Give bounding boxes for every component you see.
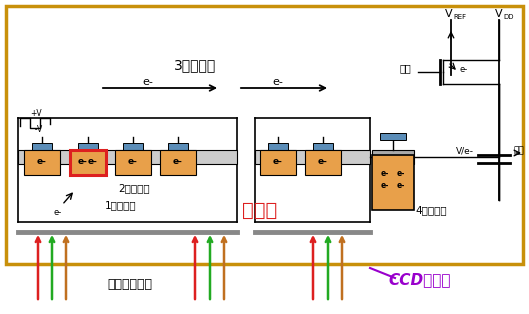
Bar <box>255 150 370 164</box>
Text: e-: e- <box>460 66 468 74</box>
Bar <box>32 143 52 149</box>
Text: e-: e- <box>397 181 405 191</box>
Text: 4电荷检测: 4电荷检测 <box>415 205 446 215</box>
Text: e-: e- <box>397 170 405 178</box>
Text: +V: +V <box>30 109 42 117</box>
Bar <box>260 149 296 175</box>
Bar <box>123 143 143 149</box>
Bar <box>168 143 188 149</box>
Text: e-: e- <box>273 158 283 166</box>
Text: V: V <box>445 9 453 19</box>
Text: e-: e- <box>381 170 389 178</box>
Text: 1电荷生成: 1电荷生成 <box>105 200 136 210</box>
Text: e-: e- <box>128 158 138 166</box>
Bar <box>115 149 151 175</box>
Text: e-: e- <box>272 77 284 87</box>
Bar <box>70 149 106 175</box>
Text: -V: -V <box>30 126 42 134</box>
Bar <box>305 149 341 175</box>
Text: e-: e- <box>88 158 98 166</box>
Bar <box>24 149 60 175</box>
Bar <box>6 6 523 264</box>
Text: 半导体: 半导体 <box>242 201 278 219</box>
Bar <box>18 150 237 164</box>
Text: e-: e- <box>78 158 88 166</box>
Text: e-: e- <box>37 158 47 166</box>
Bar <box>78 143 98 149</box>
Text: 2电荷存储: 2电荷存储 <box>118 183 150 193</box>
Text: e-: e- <box>54 208 62 217</box>
Text: REF: REF <box>453 14 466 20</box>
Text: 背照明光输入: 背照明光输入 <box>107 279 152 291</box>
Bar <box>160 149 196 175</box>
Text: e-: e- <box>318 158 328 166</box>
Bar <box>380 133 406 140</box>
Text: e-: e- <box>173 158 183 166</box>
Text: 3电荷转移: 3电荷转移 <box>174 58 216 72</box>
Text: DD: DD <box>503 14 514 20</box>
Text: V: V <box>495 9 503 19</box>
Text: 复位: 复位 <box>400 63 412 73</box>
Text: V/e-: V/e- <box>456 147 474 155</box>
Text: 输出: 输出 <box>514 147 525 155</box>
Bar <box>268 143 288 149</box>
Text: e-: e- <box>381 181 389 191</box>
Bar <box>372 154 414 209</box>
Bar <box>372 150 414 164</box>
Text: e-: e- <box>142 77 153 87</box>
Text: CCD传感器: CCD传感器 <box>389 273 451 288</box>
Bar <box>313 143 333 149</box>
